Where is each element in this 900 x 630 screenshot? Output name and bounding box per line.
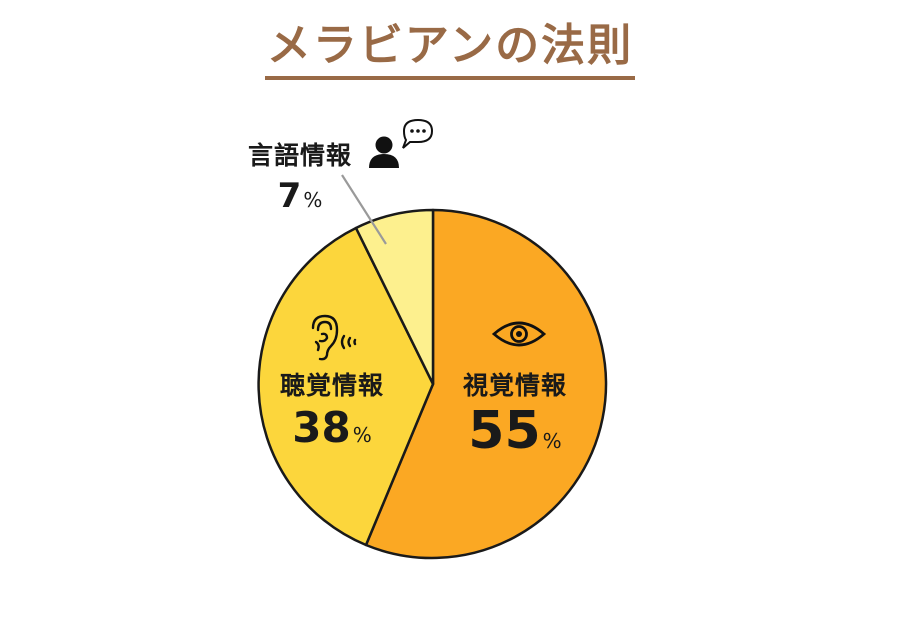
chart-title: メラビアンの法則 (0, 18, 900, 80)
label-aural: 聴覚情報 38% (272, 366, 392, 459)
ear-sound-icon (311, 314, 357, 361)
visual-percentage: 55% (455, 402, 575, 470)
slice-verbal (354, 208, 435, 386)
label-verbal: 言語情報 7% (240, 136, 360, 220)
person-speech-bubble-icon (369, 118, 434, 168)
aural-value: 38 (292, 403, 351, 452)
visual-label: 視覚情報 (462, 371, 567, 400)
aural-unit: % (352, 423, 372, 447)
verbal-percentage: 7% (240, 176, 360, 220)
slice-visual (364, 208, 608, 560)
slice-aural (257, 226, 435, 547)
verbal-unit: % (303, 188, 323, 212)
verbal-value: 7 (277, 176, 302, 216)
visual-unit: % (542, 429, 562, 453)
eye-icon (491, 321, 547, 347)
visual-value: 55 (468, 401, 541, 461)
aural-percentage: 38% (272, 404, 392, 459)
label-visual: 視覚情報 55% (455, 366, 575, 470)
title-text: メラビアンの法則 (264, 18, 636, 80)
aural-label: 聴覚情報 (279, 371, 384, 400)
verbal-leader-line (341, 174, 387, 245)
verbal-label: 言語情報 (247, 141, 352, 170)
